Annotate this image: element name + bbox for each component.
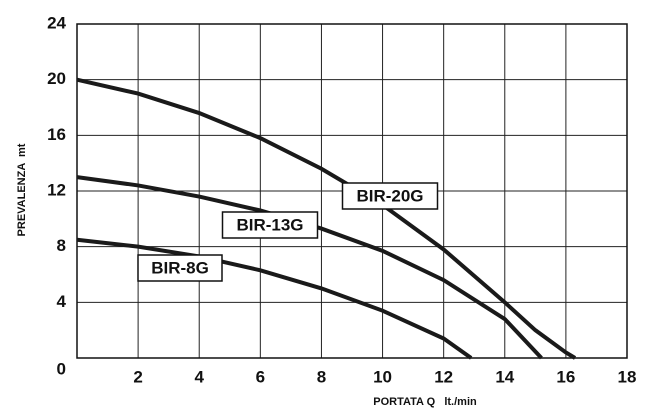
y-tick-label: 24 <box>47 13 66 32</box>
y-tick-label: 4 <box>57 292 67 311</box>
plot-frame <box>76 23 628 359</box>
x-tick-label: 14 <box>495 367 514 386</box>
x-tick-label: 6 <box>256 367 265 386</box>
series-label: BIR-13G <box>236 215 303 234</box>
y-tick-label: 12 <box>47 180 66 199</box>
series-label: BIR-8G <box>151 258 209 277</box>
x-axis-label: PORTATA Q lt./min <box>373 396 477 408</box>
x-tick-label: 18 <box>618 367 637 386</box>
x-tick-label: 10 <box>373 367 392 386</box>
label-box <box>137 254 223 282</box>
x-tick-label: 4 <box>194 367 204 386</box>
y-tick-label: 0 <box>57 359 66 378</box>
x-tick-label: 16 <box>556 367 575 386</box>
y-tick-label: 8 <box>57 236 66 255</box>
y-axis-label: PREVALENZA mt <box>16 143 28 236</box>
x-tick-label: 8 <box>317 367 326 386</box>
label-box <box>341 182 439 210</box>
x-tick-label: 2 <box>133 367 142 386</box>
label-box <box>221 211 319 239</box>
series-label: BIR-20G <box>356 186 423 205</box>
curve <box>76 175 543 360</box>
y-tick-label: 16 <box>47 125 66 144</box>
y-tick-label: 20 <box>47 69 66 88</box>
curve <box>76 237 473 360</box>
x-tick-label: 12 <box>434 367 453 386</box>
